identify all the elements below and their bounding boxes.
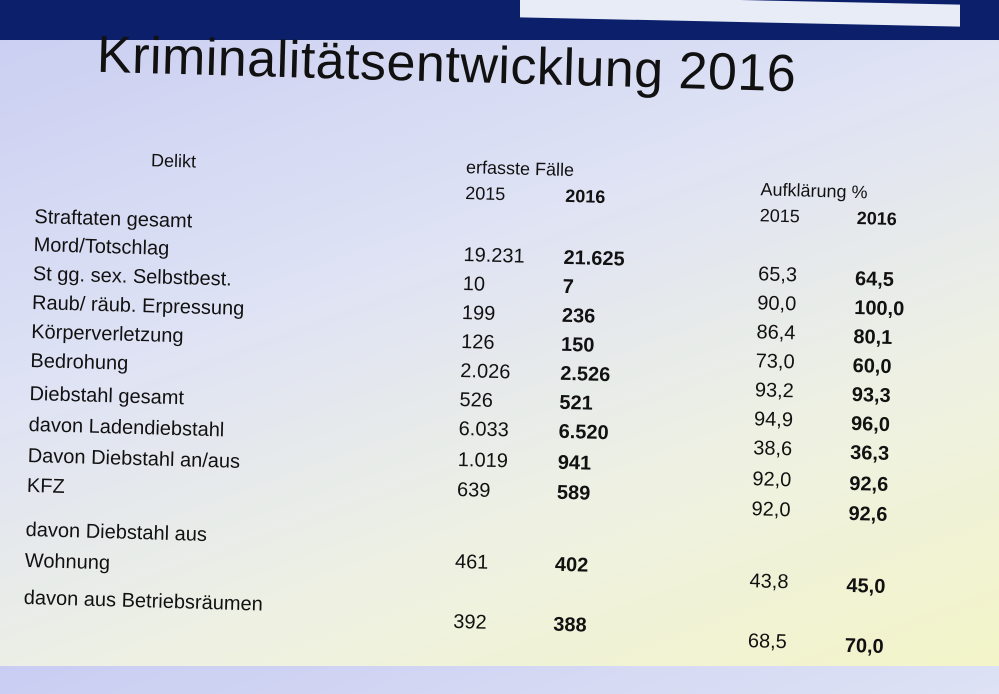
cell-aufklaerung-2016: 92,6 <box>849 472 889 496</box>
header-faelle-2016: 2016 <box>564 185 606 207</box>
header-aufklaerung-2015: 2015 <box>759 205 801 227</box>
cell-faelle-2016: 6.520 <box>558 420 610 445</box>
cell-faelle-2015: 2.026 <box>460 359 511 384</box>
cell-faelle-2016: 2.526 <box>559 362 611 387</box>
cell-faelle-2016: 150 <box>560 333 595 357</box>
row-label: davon Diebstahl aus <box>25 518 208 546</box>
cell-aufklaerung-2015: 90,0 <box>757 292 797 316</box>
cell-faelle-2016: 7 <box>562 275 575 299</box>
cell-faelle-2015: 10 <box>462 273 486 296</box>
cell-aufklaerung-2015: 92,0 <box>751 498 791 522</box>
row-label: Davon Diebstahl an/aus <box>27 444 241 473</box>
cell-faelle-2016: 521 <box>559 391 594 415</box>
row-label: St gg. sex. Selbstbest. <box>32 263 233 291</box>
screen-edge <box>969 0 999 40</box>
cell-faelle-2015: 126 <box>460 331 495 354</box>
cell-aufklaerung-2016: 64,5 <box>854 267 895 292</box>
slide: Kriminalitätsentwicklung 2016 Delikt erf… <box>0 18 999 694</box>
cell-aufklaerung-2016: 100,0 <box>853 296 905 321</box>
cell-aufklaerung-2015: 86,4 <box>756 321 796 345</box>
cell-faelle-2015: 461 <box>454 550 489 574</box>
cell-aufklaerung-2015: 38,6 <box>752 437 793 461</box>
cell-aufklaerung-2015: 93,2 <box>754 379 795 403</box>
cell-aufklaerung-2015: 94,9 <box>753 408 794 432</box>
cell-aufklaerung-2015: 92,0 <box>752 468 792 492</box>
row-label: Bedrohung <box>30 349 129 375</box>
row-label: Wohnung <box>24 549 111 575</box>
cell-faelle-2016: 388 <box>552 613 587 637</box>
cell-faelle-2015: 6.033 <box>458 417 510 442</box>
cell-faelle-2015: 199 <box>461 302 496 325</box>
row-label: davon aus Betriebsräumen <box>23 586 264 616</box>
cell-aufklaerung-2016: 96,0 <box>850 412 891 437</box>
cell-aufklaerung-2016: 60,0 <box>852 354 892 379</box>
cell-aufklaerung-2015: 65,3 <box>757 263 798 287</box>
cell-aufklaerung-2015: 73,0 <box>755 350 795 374</box>
header-delikt: Delikt <box>150 150 197 172</box>
header-faelle-2015: 2015 <box>465 183 506 205</box>
cell-faelle-2015: 1.019 <box>457 448 509 473</box>
projector-light-strip <box>520 0 960 27</box>
row-label: Körperverletzung <box>30 320 184 348</box>
row-label: Diebstahl gesamt <box>29 382 185 410</box>
slide-title: Kriminalitätsentwicklung 2016 <box>96 25 798 104</box>
row-label: davon Ladendiebstahl <box>28 413 225 442</box>
cell-aufklaerung-2016: 93,3 <box>851 383 892 408</box>
row-label: Raub/ räub. Erpressung <box>31 292 245 320</box>
projector-top-band <box>0 0 999 40</box>
cell-aufklaerung-2015: 43,8 <box>749 570 789 594</box>
cell-faelle-2016: 236 <box>561 304 596 328</box>
row-label: Mord/Totschlag <box>33 234 170 260</box>
cell-faelle-2015: 639 <box>456 478 491 502</box>
cell-aufklaerung-2016: 70,0 <box>844 634 885 658</box>
cell-aufklaerung-2016: 36,3 <box>849 441 890 465</box>
header-aufklaerung-2016: 2016 <box>856 208 898 230</box>
header-aufklaerung: Aufklärung % <box>760 179 868 203</box>
cell-aufklaerung-2016: 80,1 <box>853 325 893 350</box>
cell-aufklaerung-2016: 92,6 <box>848 502 888 526</box>
cell-faelle-2015: 19.231 <box>463 244 526 268</box>
cell-aufklaerung-2015: 68,5 <box>747 630 788 654</box>
cell-faelle-2015: 392 <box>453 610 487 634</box>
cell-faelle-2016: 589 <box>556 481 591 505</box>
cell-aufklaerung-2016: 45,0 <box>846 574 886 598</box>
header-erfasste-faelle: erfasste Fälle <box>465 157 575 181</box>
cell-faelle-2016: 21.625 <box>563 246 625 271</box>
row-label: Straftaten gesamt <box>34 206 193 233</box>
row-label: KFZ <box>26 474 66 498</box>
cell-faelle-2016: 941 <box>557 451 592 475</box>
cell-faelle-2015: 526 <box>459 388 494 412</box>
cell-faelle-2016: 402 <box>554 553 589 577</box>
